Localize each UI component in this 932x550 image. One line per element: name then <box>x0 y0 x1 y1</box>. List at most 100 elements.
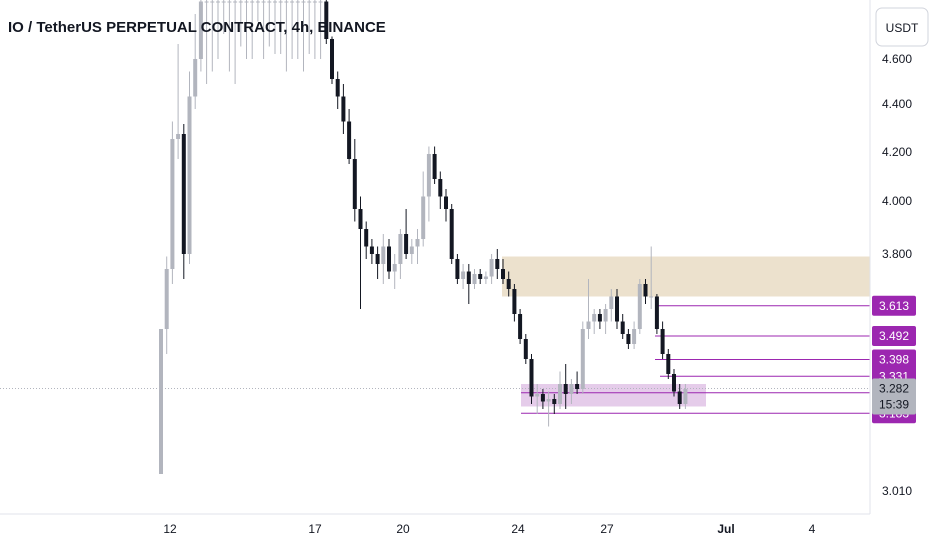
candle <box>575 371 580 394</box>
candle <box>227 0 232 72</box>
candle-body <box>483 276 488 279</box>
candle <box>295 0 300 59</box>
candle <box>654 294 659 334</box>
candle-body <box>523 339 528 359</box>
candle <box>415 229 420 264</box>
candle <box>540 389 545 409</box>
candle <box>609 289 614 322</box>
candle-body <box>438 179 443 197</box>
candle-body <box>580 329 585 389</box>
candle <box>592 309 597 334</box>
candle-body <box>244 1 249 3</box>
x-tick-label: 24 <box>511 522 525 536</box>
candle <box>597 309 602 329</box>
candle <box>324 0 329 44</box>
currency-label[interactable]: USDT <box>886 21 919 35</box>
candle-body <box>535 394 540 397</box>
candle <box>535 384 540 414</box>
candle <box>375 246 380 279</box>
candle <box>461 264 466 289</box>
candle <box>369 239 374 264</box>
level-tag: 3.492 <box>872 326 916 346</box>
candle <box>672 369 676 397</box>
candle-body <box>478 274 483 279</box>
candle-body <box>273 1 277 3</box>
currency-button-frame[interactable] <box>875 7 929 47</box>
level-tag: 3.613 <box>872 295 916 316</box>
candle-body <box>198 1 203 59</box>
candle-body <box>506 279 511 289</box>
tick-labels: 4.600 4.400 4.200 4.000 3.800 3.010 12 17 20 24 27… <box>163 52 912 536</box>
candle-body <box>278 1 283 3</box>
candle-body <box>290 1 295 3</box>
candle <box>580 321 585 394</box>
currency-button[interactable]: USDT <box>875 7 929 47</box>
candle-body <box>666 354 671 374</box>
level-tag-text: 3.492 <box>879 329 909 343</box>
candle <box>301 0 306 72</box>
candle-body <box>324 1 329 39</box>
candle <box>683 384 688 409</box>
candle-body <box>318 1 323 3</box>
candle <box>381 234 386 284</box>
x-tick-label: 27 <box>600 522 614 536</box>
candle-body <box>683 389 688 404</box>
candle-body <box>176 134 181 139</box>
x-tick-label: 20 <box>396 522 410 536</box>
candle-body <box>603 309 608 322</box>
candle-body <box>255 1 260 3</box>
candle <box>569 379 574 404</box>
candle-body <box>330 39 334 79</box>
candle-body <box>341 96 346 122</box>
candle-body <box>569 384 574 394</box>
candle <box>501 259 505 284</box>
candle-body <box>164 269 169 329</box>
candle <box>483 271 488 284</box>
candle-body <box>387 246 391 272</box>
candle-body <box>609 296 614 309</box>
candle-body <box>409 246 414 254</box>
level-tag-text: 3.398 <box>879 353 909 367</box>
candle <box>164 256 169 354</box>
candle-body <box>461 271 466 279</box>
candle <box>449 204 454 264</box>
x-tick-label: Jul <box>717 522 734 536</box>
candle-body <box>518 314 523 339</box>
y-tick-label: 4.200 <box>882 145 912 159</box>
candle <box>210 0 215 72</box>
candle-body <box>159 329 163 474</box>
candle-body <box>501 269 505 279</box>
candle-body <box>449 209 454 259</box>
candle <box>387 239 391 279</box>
candle-body <box>227 1 232 3</box>
candle-body <box>375 254 380 264</box>
candle <box>284 0 289 72</box>
candle-body <box>455 259 460 279</box>
candle <box>523 334 528 364</box>
candle <box>421 171 426 247</box>
y-tick-label: 3.800 <box>882 247 912 261</box>
candle <box>666 349 671 379</box>
candle <box>506 271 511 297</box>
candle <box>426 146 431 222</box>
candle <box>341 84 346 134</box>
level-tag-box <box>872 326 916 346</box>
candle <box>358 196 363 309</box>
x-tick-label: 12 <box>163 522 177 536</box>
candle <box>620 314 625 339</box>
candle-body <box>575 384 580 389</box>
candle <box>318 0 323 59</box>
level-lines <box>0 305 870 414</box>
candle <box>444 189 448 222</box>
candle <box>181 124 186 279</box>
candle <box>244 0 249 59</box>
candle-body <box>546 399 551 402</box>
candle-body <box>472 274 477 284</box>
candle-body <box>358 209 363 229</box>
candle-body <box>654 296 659 329</box>
candle-body <box>233 1 238 3</box>
candle <box>495 249 500 279</box>
candle-body <box>307 1 312 3</box>
